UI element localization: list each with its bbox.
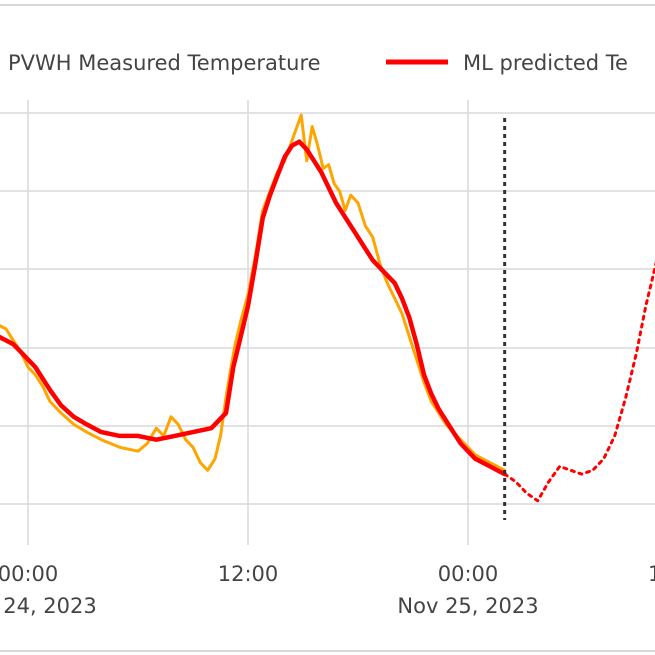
legend-label-predicted: ML predicted Te [463, 51, 628, 75]
plot-area [0, 113, 655, 520]
legend: PVWH Measured Temperature ML predicted Te [8, 51, 628, 75]
x-tick-time-label: 12:00 [218, 562, 279, 586]
x-tick-edge-label: 1 [648, 562, 655, 586]
x-tick-date-label: 24, 2023 [3, 594, 97, 618]
x-tick-date-label: Nov 25, 2023 [397, 594, 538, 618]
x-tick-time-label: 00:00 [438, 562, 499, 586]
legend-label-measured: PVWH Measured Temperature [8, 51, 321, 75]
x-axis: 00:00 24, 2023 12:00 00:00 Nov 25, 2023 1 [0, 562, 655, 618]
x-tick-time-label: 00:00 [0, 562, 58, 586]
grid [0, 100, 655, 545]
predicted-temperature-line [0, 139, 507, 477]
forecast-line [503, 261, 655, 503]
